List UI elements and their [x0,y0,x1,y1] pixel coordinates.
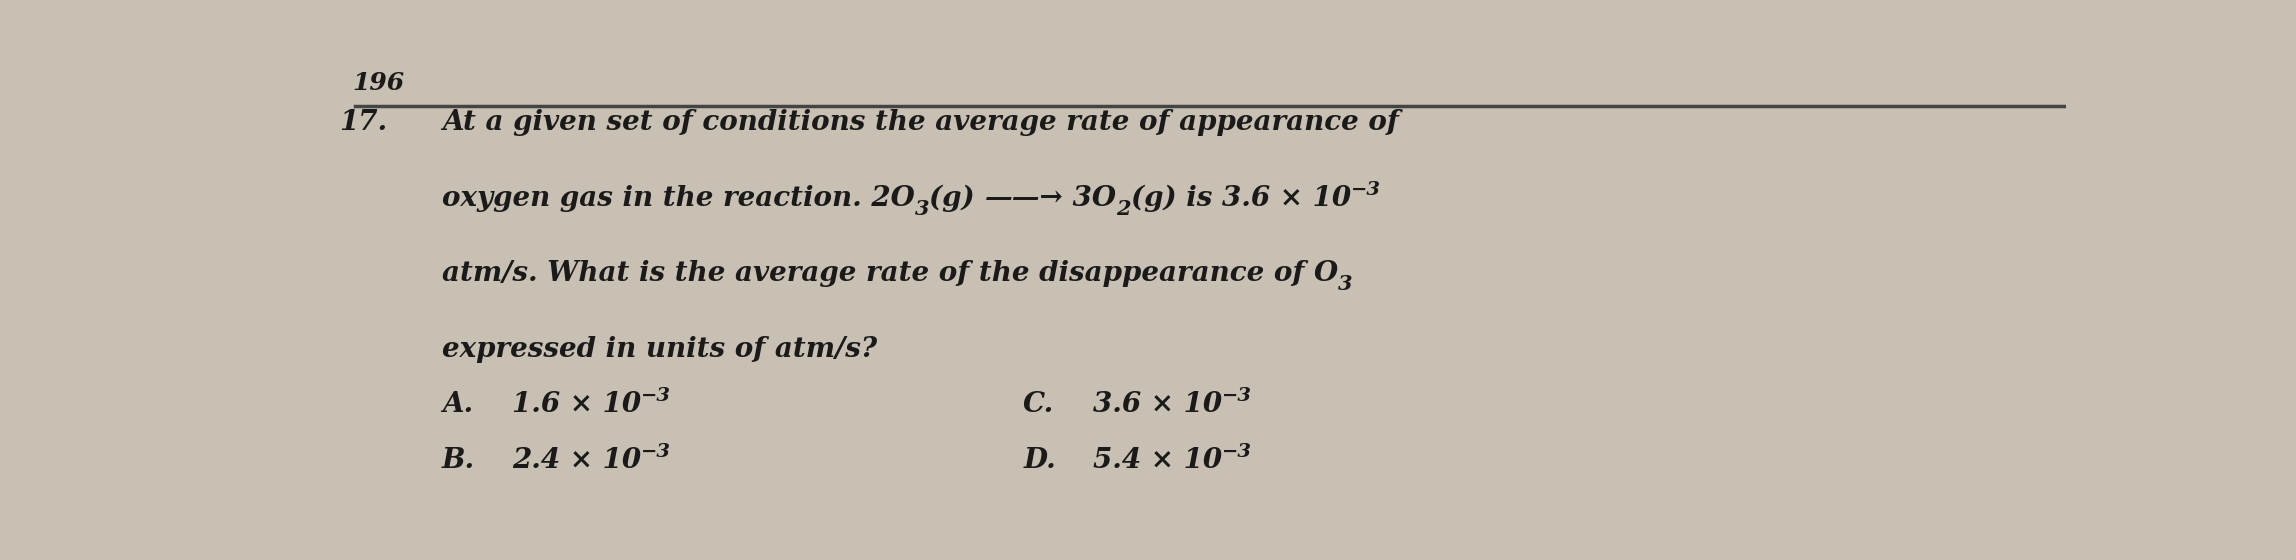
Text: 5.4 × 10: 5.4 × 10 [1093,447,1221,474]
Text: expressed in units of atm/s?: expressed in units of atm/s? [443,336,877,363]
Text: −3: −3 [641,443,670,461]
Text: 3: 3 [1339,274,1352,295]
Text: B.: B. [443,447,475,474]
Text: ——→: ——→ [985,185,1063,212]
Text: oxygen gas in the reaction. 2O: oxygen gas in the reaction. 2O [443,185,914,212]
Text: atm/s. What is the average rate of the disappearance of O: atm/s. What is the average rate of the d… [443,260,1339,287]
Text: −3: −3 [641,388,670,405]
Text: 2.4 × 10: 2.4 × 10 [512,447,641,474]
Text: −3: −3 [1221,388,1251,405]
Text: A.: A. [443,391,473,418]
Text: 196: 196 [354,71,404,95]
Text: (g) is 3.6 × 10: (g) is 3.6 × 10 [1130,184,1350,212]
Text: 2: 2 [1116,199,1130,219]
Text: 3O: 3O [1063,185,1116,212]
Text: 1.6 × 10: 1.6 × 10 [512,391,641,418]
Text: (g): (g) [930,184,985,212]
Text: 3.6 × 10: 3.6 × 10 [1093,391,1221,418]
Text: −3: −3 [1350,181,1380,199]
Text: C.: C. [1024,391,1054,418]
Text: 3: 3 [914,199,930,219]
Text: D.: D. [1024,447,1056,474]
Text: At a given set of conditions the average rate of appearance of: At a given set of conditions the average… [443,109,1398,136]
Text: −3: −3 [1221,443,1251,461]
Text: 17.: 17. [340,109,388,136]
